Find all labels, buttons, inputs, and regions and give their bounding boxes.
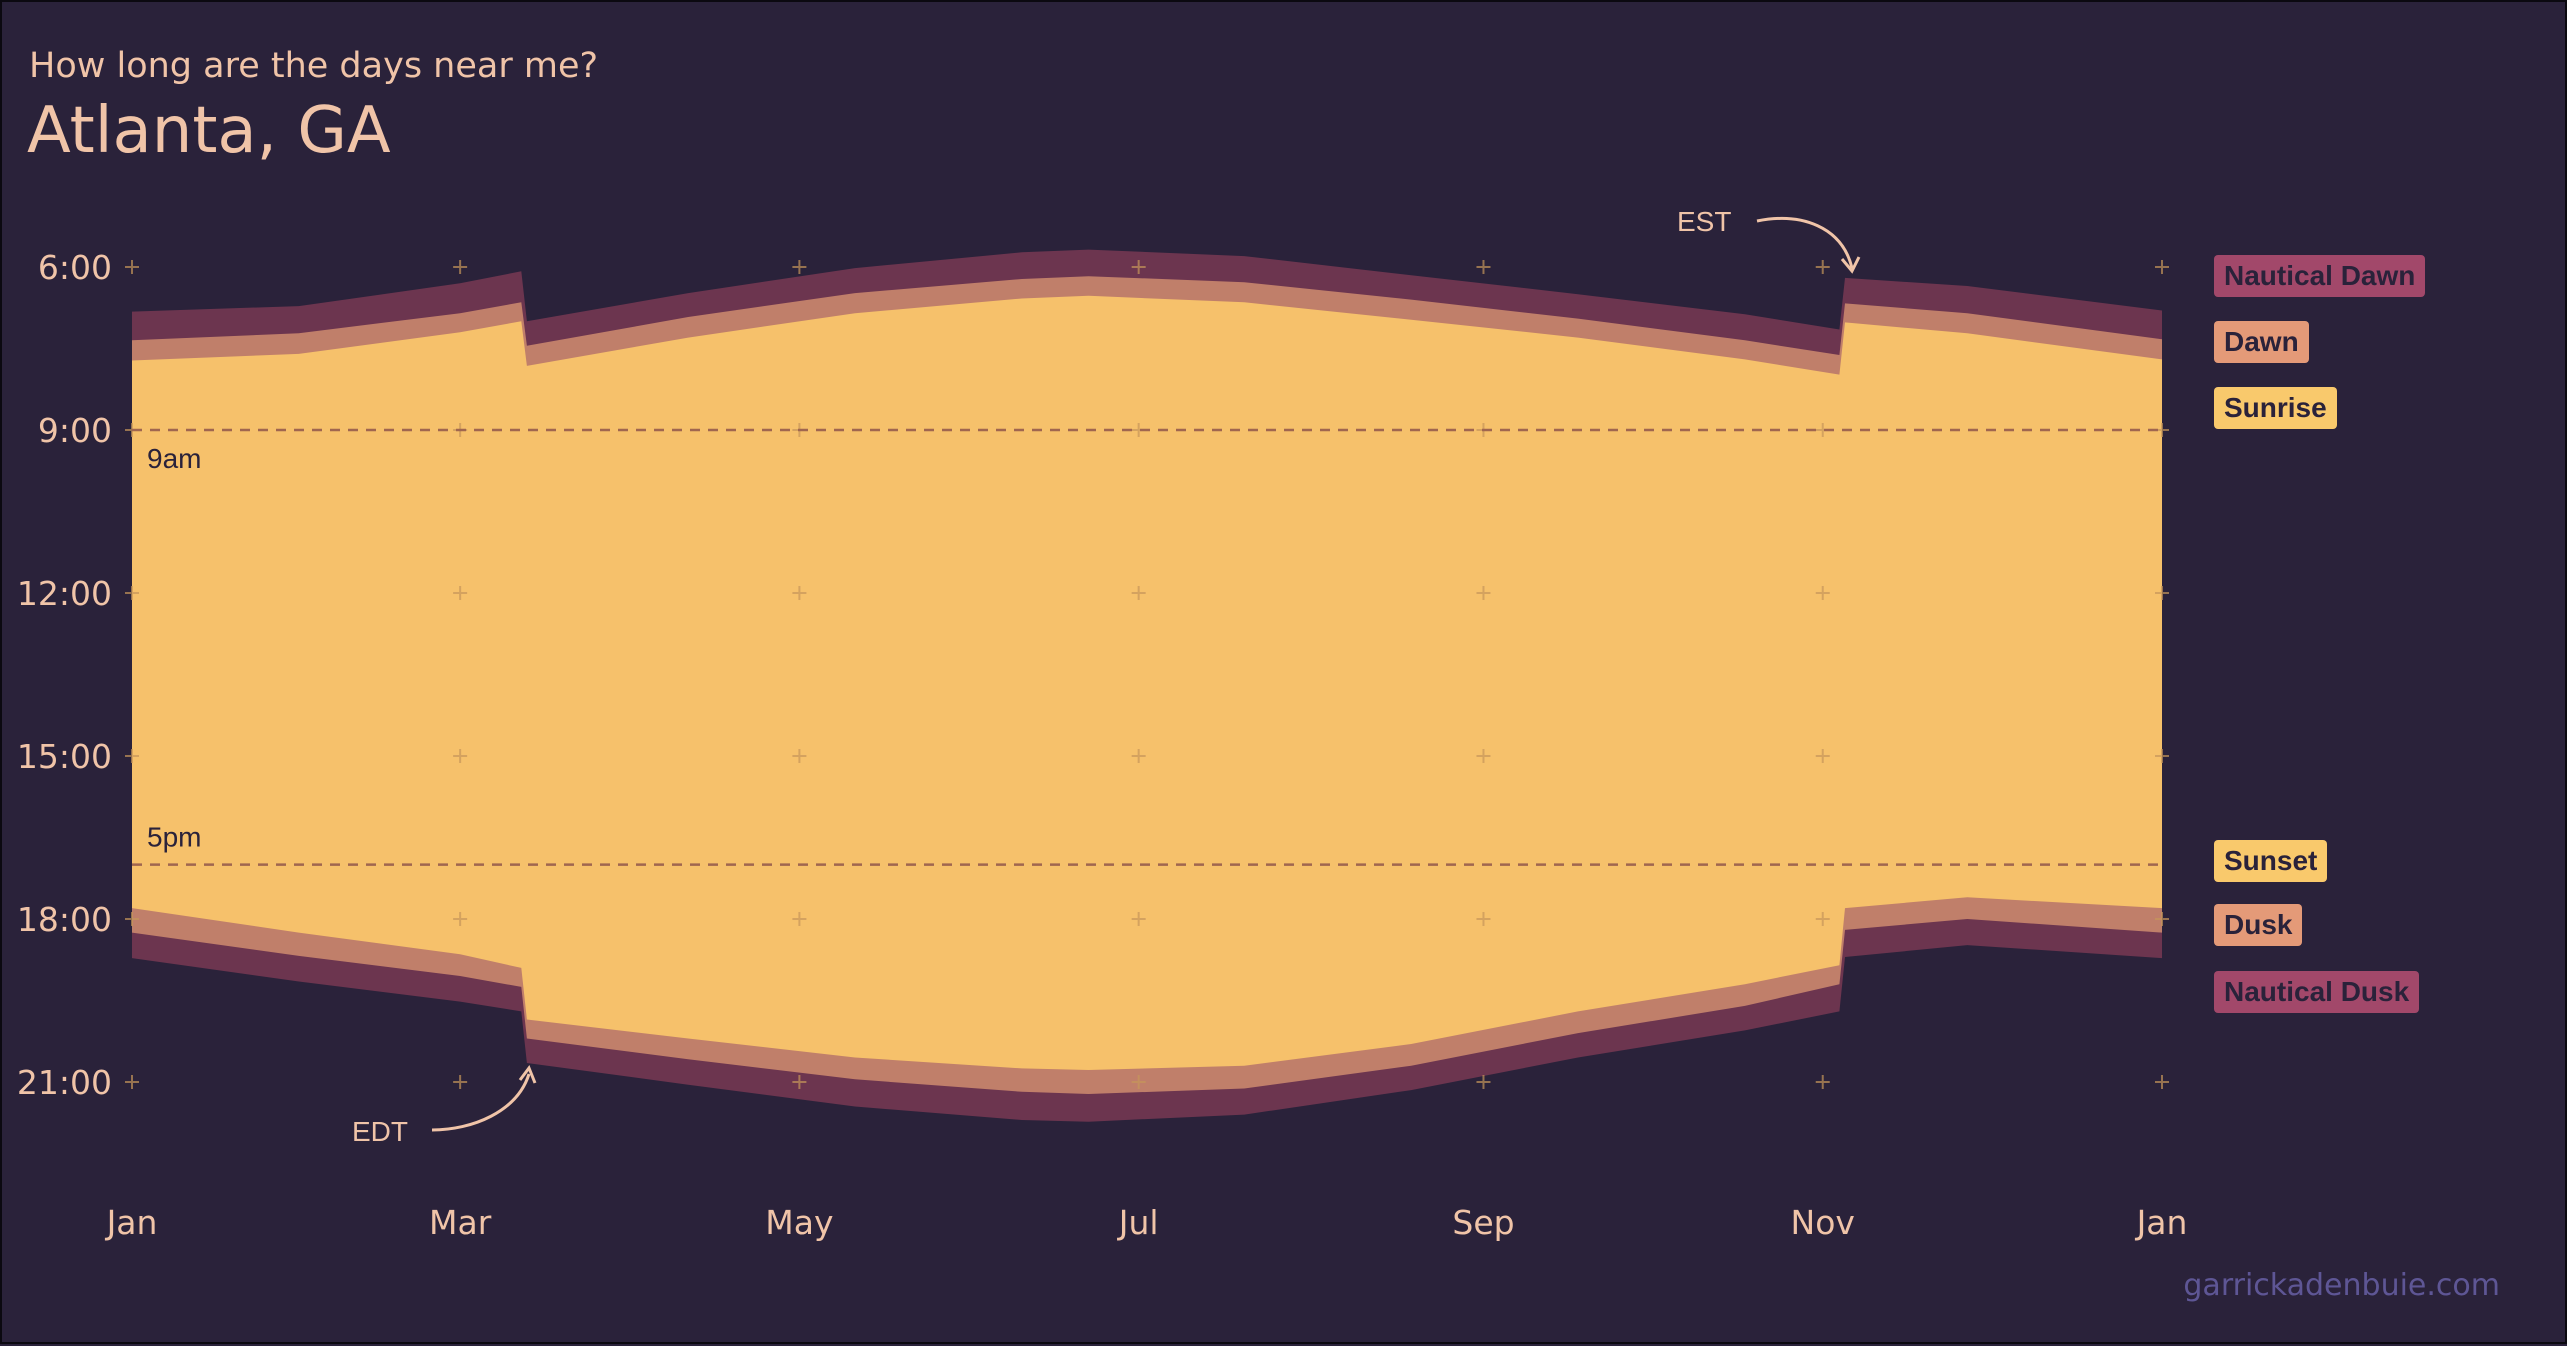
y-tick-label: 18:00 <box>17 900 112 939</box>
annotation-edt-label: EDT <box>352 1116 408 1147</box>
x-tick-label: Jan <box>2135 1203 2188 1242</box>
y-tick-label: 21:00 <box>17 1063 112 1102</box>
grid-mark <box>792 912 807 926</box>
grid-mark <box>792 749 807 763</box>
grid-mark <box>1476 260 1491 274</box>
grid-mark <box>2155 1075 2169 1089</box>
grid-mark <box>792 586 807 600</box>
grid-mark <box>792 260 807 274</box>
grid-mark <box>2155 586 2169 600</box>
grid-mark <box>1815 586 1830 600</box>
grid-mark <box>125 749 139 763</box>
grid-mark <box>1815 260 1830 274</box>
chart-title: Atlanta, GA <box>27 94 391 168</box>
grid-mark <box>453 586 468 600</box>
grid-mark <box>792 1075 807 1089</box>
daylight-band <box>132 295 2162 1070</box>
grid-mark <box>1476 586 1491 600</box>
grid-mark <box>1476 912 1491 926</box>
x-tick-label: Sep <box>1452 1203 1514 1242</box>
credit-link[interactable]: garrickadenbuie.com <box>2183 1268 2500 1303</box>
grid-mark <box>1131 749 1146 763</box>
legend-nautical-dusk: Nautical Dusk <box>2214 971 2420 1013</box>
y-tick-label: 6:00 <box>38 248 112 287</box>
legend-nautical-dawn: Nautical Dawn <box>2214 255 2426 297</box>
grid-mark <box>2155 912 2169 926</box>
legend-dawn: Dawn <box>2214 321 2309 363</box>
annotation-est-label: EST <box>1677 206 1731 237</box>
grid-mark <box>1131 912 1146 926</box>
annotation-est-arrow <box>1756 217 1854 269</box>
annotation-edt-arrow <box>431 1073 531 1132</box>
grid-mark <box>125 260 139 274</box>
y-tick-label: 12:00 <box>17 574 112 613</box>
grid-mark <box>1815 912 1830 926</box>
grid-mark <box>125 1075 139 1089</box>
grid-mark <box>125 586 139 600</box>
reference-line-label: 9am <box>147 443 201 474</box>
legend-sunrise: Sunrise <box>2214 387 2337 429</box>
x-tick-label: May <box>765 1203 833 1242</box>
y-tick-label: 9:00 <box>38 411 112 450</box>
grid-mark <box>1815 749 1830 763</box>
grid-mark <box>453 749 468 763</box>
grid-mark <box>453 260 468 274</box>
grid-mark <box>1131 586 1146 600</box>
grid-mark <box>1476 749 1491 763</box>
grid-mark <box>1131 1075 1146 1089</box>
grid-mark <box>125 912 139 926</box>
annotation-edt-arrowhead <box>518 1064 537 1084</box>
x-tick-label: Jan <box>105 1203 158 1242</box>
legend-dusk: Dusk <box>2214 904 2303 946</box>
grid-mark <box>2155 260 2169 274</box>
grid-mark <box>2155 749 2169 763</box>
reference-line-label: 5pm <box>147 822 201 853</box>
grid-mark <box>1815 1075 1830 1089</box>
legend-sunset: Sunset <box>2214 840 2328 882</box>
grid-mark <box>1476 1075 1491 1089</box>
x-tick-label: Nov <box>1791 1203 1855 1242</box>
grid-mark <box>453 912 468 926</box>
x-tick-label: Mar <box>429 1203 492 1242</box>
grid-mark <box>453 1075 468 1089</box>
grid-mark <box>1131 260 1146 274</box>
annotation-est-arrowhead <box>1840 256 1861 274</box>
x-tick-label: Jul <box>1117 1203 1159 1242</box>
chart-subtitle: How long are the days near me? <box>29 46 599 86</box>
y-tick-label: 15:00 <box>17 737 112 776</box>
